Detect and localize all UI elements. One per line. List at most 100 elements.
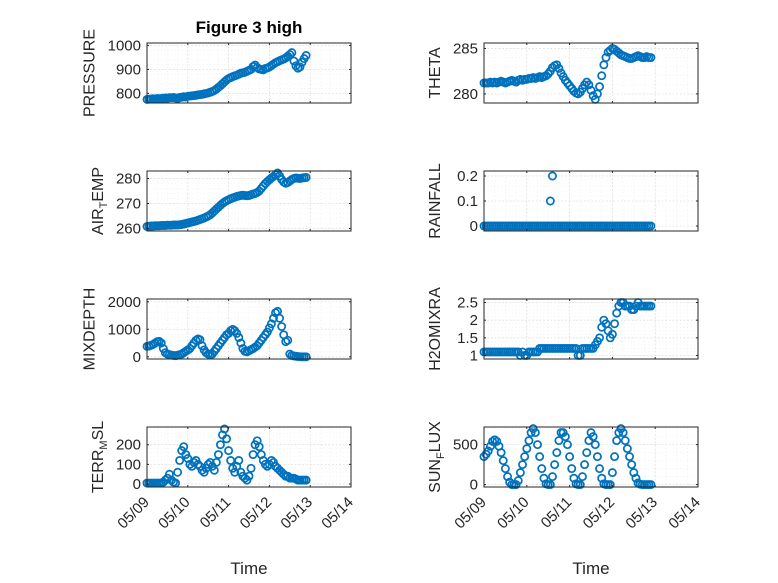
data-point	[269, 313, 278, 323]
y-tick-label: 0.2	[457, 168, 478, 185]
data-series	[142, 48, 311, 104]
y-axis-label: AIRTEMP	[90, 167, 110, 235]
x-axis-label: Time	[572, 559, 609, 578]
data-point	[605, 480, 615, 490]
data-point	[592, 452, 602, 462]
data-point	[234, 455, 244, 465]
data-point	[524, 436, 534, 446]
data-point	[301, 352, 311, 362]
data-point	[537, 464, 547, 474]
data-point	[492, 436, 502, 446]
y-tick-label: 1	[470, 347, 478, 364]
axes-box	[146, 426, 352, 488]
axes-box	[483, 298, 699, 360]
data-point	[601, 53, 611, 62]
x-tick-label: 05/11	[538, 494, 576, 532]
data-point	[226, 455, 236, 465]
x-tick-label: 05/12	[237, 494, 276, 533]
y-tick-label: 900	[116, 61, 141, 78]
y-tick-label: 2000	[108, 294, 141, 311]
data-point	[607, 468, 617, 478]
y-tick-label: 2.5	[457, 295, 478, 312]
data-point	[584, 80, 594, 90]
data-point	[285, 50, 295, 59]
data-point	[283, 335, 293, 345]
data-point	[160, 475, 170, 485]
data-point	[646, 221, 656, 231]
y-tick-label: 0.1	[457, 193, 478, 210]
data-series	[479, 44, 656, 104]
axes-box	[483, 426, 699, 488]
data-point	[254, 442, 264, 452]
data-point	[552, 448, 562, 458]
y-tick-label: 0	[133, 349, 141, 366]
y-tick-label: 0	[470, 477, 478, 494]
data-point	[618, 428, 628, 438]
data-point	[565, 452, 575, 462]
data-point	[224, 446, 234, 456]
data-point	[513, 476, 523, 486]
data-point	[156, 338, 166, 348]
subplot-sun: 0 500 05/09 05/10 05/11 05/12 05/13 05/14 SUNFLU…	[427, 421, 704, 578]
data-point	[179, 442, 189, 452]
data-point	[498, 456, 508, 466]
data-point	[548, 472, 557, 482]
x-tick-label: 05/13	[622, 494, 661, 533]
data-point	[610, 319, 619, 329]
x-tick-label: 05/10	[494, 494, 533, 533]
y-tick-label: 200	[116, 437, 141, 454]
data-series	[142, 168, 311, 231]
data-point	[520, 452, 530, 462]
data-point	[301, 173, 311, 182]
x-tick-label: 05/12	[580, 494, 619, 533]
data-point	[595, 464, 605, 474]
data-point	[246, 463, 256, 473]
data-point	[625, 452, 634, 462]
data-point	[554, 436, 564, 446]
data-point	[289, 56, 299, 66]
data-point	[588, 432, 598, 442]
data-point	[550, 460, 560, 470]
data-point	[533, 440, 542, 450]
y-axis-label: TERRMSL	[90, 421, 110, 493]
data-point	[577, 472, 587, 482]
y-tick-label: 500	[453, 437, 478, 454]
data-point	[610, 452, 619, 462]
data-point	[586, 85, 596, 95]
x-tick-label: 05/13	[277, 494, 316, 533]
data-point	[301, 475, 311, 485]
y-tick-label: 1000	[108, 321, 141, 338]
y-tick-label: 280	[453, 86, 478, 103]
y-tick-label: 0	[470, 218, 478, 235]
y-tick-label: 260	[116, 221, 141, 238]
axes-box	[146, 170, 352, 232]
data-point	[193, 459, 203, 469]
data-point	[266, 455, 276, 465]
x-tick-label: 05/09	[114, 494, 153, 533]
figure-title: Figure 3 high	[196, 18, 303, 37]
data-point	[554, 64, 564, 73]
x-tick-label: 05/14	[665, 494, 704, 533]
data-point	[518, 460, 527, 470]
data-point	[575, 480, 585, 490]
y-axis-label: THETA	[427, 47, 444, 99]
y-tick-label: 1.5	[457, 330, 478, 347]
data-point	[287, 48, 297, 58]
data-series	[142, 424, 311, 488]
data-point	[580, 460, 590, 470]
data-point	[582, 448, 592, 458]
data-point	[209, 465, 219, 475]
data-point	[275, 313, 285, 323]
data-point	[244, 471, 254, 481]
y-axis-label: PRESSURE	[82, 29, 99, 117]
data-point	[500, 464, 510, 474]
data-point	[627, 460, 637, 470]
data-point	[515, 468, 525, 478]
data-point	[485, 441, 495, 451]
subplot-pressure: 800 900 1000 PRESSURE Figure 3 high	[82, 18, 352, 117]
data-point	[266, 319, 276, 329]
data-point	[535, 452, 545, 462]
data-point	[175, 455, 185, 465]
y-axis-label: SUNFLUX	[427, 421, 447, 493]
